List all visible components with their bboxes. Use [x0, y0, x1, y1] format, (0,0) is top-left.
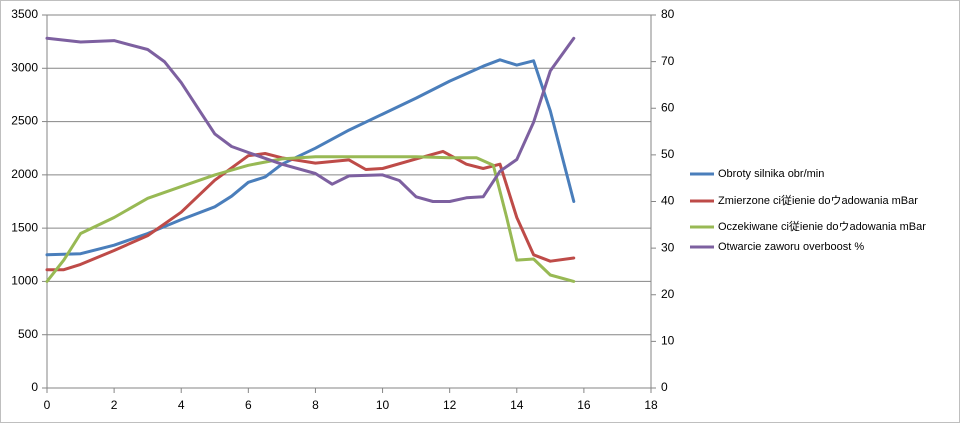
y2-tick-label: 20 — [661, 287, 675, 301]
x-tick-label: 2 — [111, 398, 118, 412]
x-tick-label: 0 — [44, 398, 51, 412]
legend-label: Zmierzone ci従ienie doウadowania mBar — [718, 194, 918, 207]
y2-tick-label: 80 — [661, 7, 675, 21]
series-line — [45, 149, 576, 272]
legend-label: Obroty silnika obr/min — [718, 168, 824, 180]
x-tick-label: 12 — [443, 398, 457, 412]
x-tick-label: 14 — [510, 398, 524, 412]
x-tick-label: 10 — [376, 398, 390, 412]
y2-tick-label: 70 — [661, 54, 675, 68]
y-tick-label: 3500 — [11, 7, 38, 21]
y2-tick-label: 10 — [661, 334, 675, 348]
series-line — [45, 36, 576, 203]
y-tick-label: 1000 — [11, 274, 38, 288]
y-tick-label: 2000 — [11, 167, 38, 181]
series-line — [45, 155, 576, 283]
y2-tick-label: 0 — [661, 380, 668, 394]
y2-tick-label: 50 — [661, 147, 675, 161]
y-tick-label: 1500 — [11, 220, 38, 234]
y2-tick-label: 40 — [661, 194, 675, 208]
legend-label: Otwarcie zaworu overboost % — [718, 241, 864, 253]
y2-tick-label: 60 — [661, 100, 675, 114]
x-tick-label: 8 — [312, 398, 319, 412]
y-tick-label: 500 — [18, 327, 38, 341]
legend-label: Oczekiwane ci従ienie doウadowania mBar — [718, 220, 926, 233]
y-tick-label: 0 — [31, 380, 38, 394]
x-tick-label: 18 — [644, 398, 658, 412]
y-tick-label: 3000 — [11, 60, 38, 74]
x-tick-label: 4 — [178, 398, 185, 412]
x-tick-label: 6 — [245, 398, 252, 412]
x-tick-label: 16 — [577, 398, 591, 412]
y2-tick-label: 30 — [661, 240, 675, 254]
y-tick-label: 2500 — [11, 114, 38, 128]
